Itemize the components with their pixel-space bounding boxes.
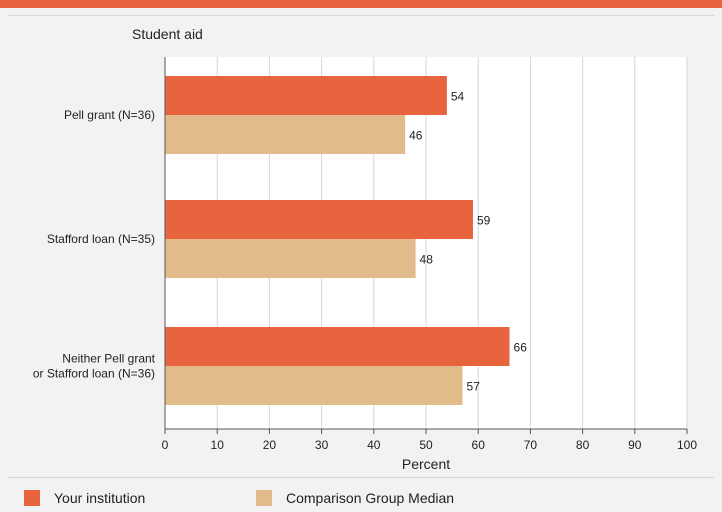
x-tick-label: 40: [367, 438, 381, 452]
bar-chart: Student aid 54 46 Pell grant (N=36) 59 48 Staf…: [33, 26, 698, 472]
x-tick-label: 20: [263, 438, 277, 452]
legend-item-your-institution: Your institution: [24, 490, 145, 506]
legend-swatch-your-institution: [24, 490, 40, 506]
legend-label-comparison-median: Comparison Group Median: [286, 490, 455, 506]
x-axis-label: Percent: [402, 456, 450, 472]
x-tick-label: 70: [524, 438, 538, 452]
chart-panel: Student aid 54 46 Pell grant (N=36) 59 48 Staf…: [8, 15, 714, 478]
category-label: Pell grant (N=36): [64, 108, 155, 122]
data-label: 46: [409, 129, 423, 143]
bar-your-institution: [165, 200, 473, 239]
data-label: 54: [451, 90, 465, 104]
chart-title: Student aid: [132, 26, 203, 42]
category-label: or Stafford loan (N=36): [33, 367, 155, 381]
x-tick-label: 10: [211, 438, 225, 452]
legend-item-comparison-median: Comparison Group Median: [256, 490, 454, 506]
x-tick-label: 0: [162, 438, 169, 452]
x-tick-label: 90: [628, 438, 642, 452]
data-label: 66: [514, 341, 528, 355]
bar-your-institution: [165, 327, 510, 366]
category-label: Neither Pell grant: [62, 352, 155, 366]
data-label: 59: [477, 214, 491, 228]
x-tick-label: 50: [419, 438, 433, 452]
chart-legend: Your institution Comparison Group Median: [0, 482, 722, 512]
x-tick-label: 30: [315, 438, 329, 452]
data-label: 48: [420, 253, 434, 267]
x-tick-label: 60: [472, 438, 486, 452]
bar-your-institution: [165, 76, 447, 115]
legend-label-your-institution: Your institution: [54, 490, 146, 506]
category-label: Stafford loan (N=35): [47, 232, 155, 246]
top-accent-bar: [0, 0, 722, 8]
bar-comparison-median: [165, 366, 463, 405]
bar-comparison-median: [165, 115, 406, 154]
bar-comparison-median: [165, 239, 416, 278]
x-tick-label: 100: [677, 438, 697, 452]
x-tick-label: 80: [576, 438, 590, 452]
data-label: 57: [467, 380, 481, 394]
legend-swatch-comparison-median: [256, 490, 272, 506]
